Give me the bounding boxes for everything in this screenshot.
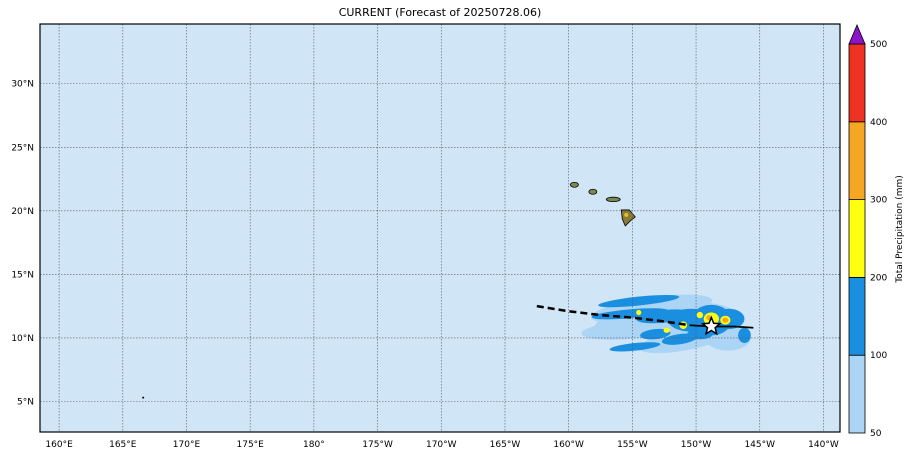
gridlines [40, 24, 840, 432]
lat-tick-label: 20°N [11, 207, 34, 217]
colorbar-tick-label: 200 [870, 273, 887, 283]
precip-cell [722, 317, 729, 323]
precip-cell [609, 342, 661, 352]
lon-tick-label: 170°E [173, 440, 201, 450]
colorbar-tick-label: 300 [870, 196, 887, 206]
map-frame [39, 23, 841, 433]
lon-tick-label: 155°W [617, 440, 648, 450]
colorbar-segment [848, 199, 866, 278]
storm-position-star-icon [700, 315, 722, 336]
precip-cell [663, 327, 670, 333]
lat-tick-label: 15°N [11, 270, 34, 280]
island-maui [605, 196, 621, 203]
storm-track-forecast [689, 324, 754, 329]
colorbar-label: Total Precipitation (mm) [895, 175, 905, 284]
lon-tick-label: 175°W [362, 440, 393, 450]
precip-cell [738, 327, 751, 344]
lat-tick-label: 10°N [11, 334, 34, 344]
lon-tick-label: 165°W [490, 440, 521, 450]
lon-tick-label: 140°W [808, 440, 839, 450]
lon-tick-label: 180° [303, 440, 325, 450]
ocean-background [40, 24, 840, 432]
lon-tick-label: 175°E [237, 440, 265, 450]
precip-cell [696, 311, 704, 319]
island-precip [624, 212, 629, 217]
colorbar-tick-label: 100 [870, 351, 887, 361]
lat-tick-label: 5°N [17, 397, 34, 407]
colorbar-tick-label: 500 [870, 40, 887, 50]
colorbar-segment [848, 121, 866, 201]
colorbar-extend-arrow [848, 23, 866, 45]
precip-cell [598, 294, 680, 308]
lat-tick-label: 30°N [11, 80, 34, 90]
lon-tick-label: 160°E [45, 440, 73, 450]
island-oahu [588, 188, 598, 195]
lon-tick-label: 170°W [426, 440, 457, 450]
precip-cell [640, 328, 671, 340]
precip-cell [661, 333, 698, 345]
lon-tick-label: 145°W [744, 440, 775, 450]
precip-cell [591, 308, 668, 320]
lon-tick-label: 165°E [109, 440, 137, 450]
storm-track-past [536, 304, 690, 327]
colorbar-segment [848, 354, 866, 434]
hawaiian-islands [142, 181, 636, 399]
island-wake [142, 396, 145, 399]
lon-tick-label: 160°W [553, 440, 584, 450]
map-title: CURRENT (Forecast of 20250728.06) [338, 6, 542, 19]
island-kauai [569, 181, 579, 188]
colorbar-segment [848, 43, 866, 123]
precip-cell [636, 309, 642, 316]
colorbar-segment [848, 276, 866, 356]
lon-tick-label: 150°W [681, 440, 712, 450]
colorbar-tick-label: 400 [870, 118, 887, 128]
colorbar-tick-label: 50 [870, 429, 882, 439]
lat-tick-label: 25°N [11, 143, 34, 153]
